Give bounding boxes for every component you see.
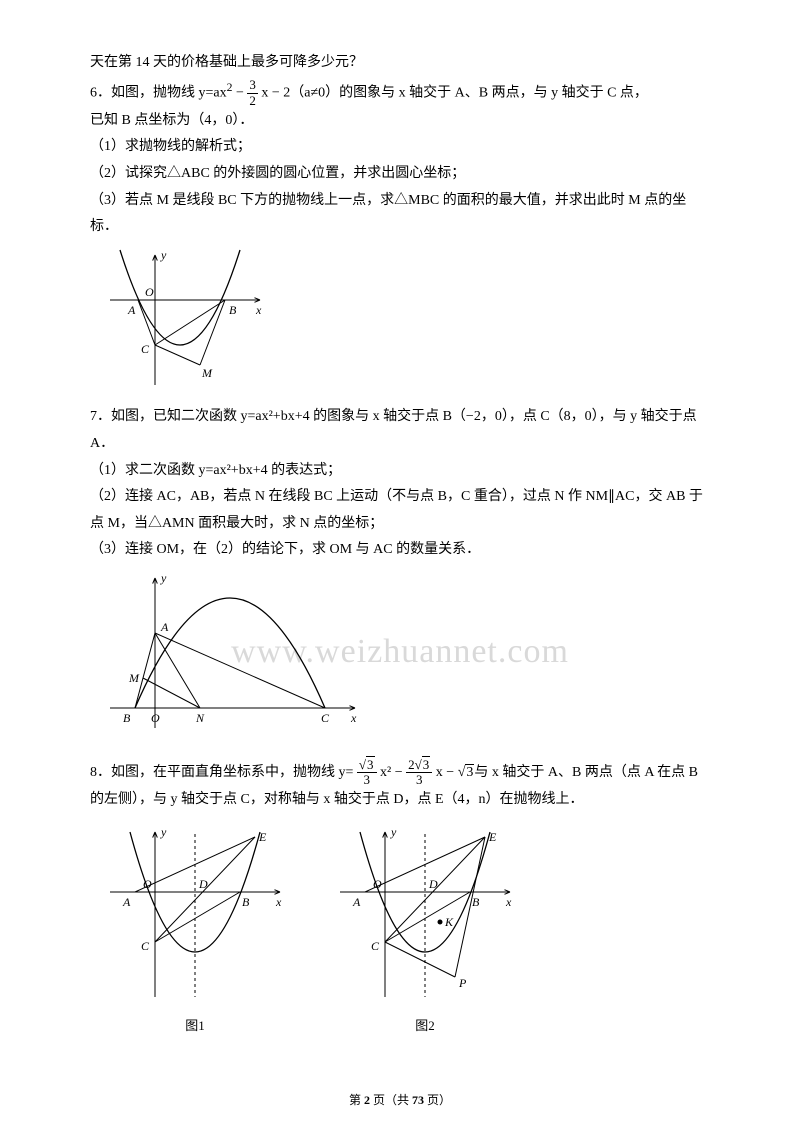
svg-text:x: x (350, 711, 357, 725)
q8-sqrt3: 3 (458, 760, 475, 787)
page-content: 天在第 14 天的价格基础上最多可降多少元？ 6．如图，抛物线 y=ax 2 − … (90, 50, 710, 1039)
q5-tail: 天在第 14 天的价格基础上最多可降多少元？ (90, 50, 710, 77)
q8-fig1-wrap: Oy x A B C D E 图1 (100, 822, 290, 1039)
q6-p2: （2）试探究△ABC 的外接圆的圆心位置，并求出圆心坐标； (90, 161, 710, 188)
footer-total: 73 (412, 1093, 424, 1107)
svg-text:A: A (122, 895, 131, 909)
f1n: 3 (357, 758, 377, 773)
footer-prefix: 第 (349, 1093, 364, 1107)
q7-l1: 7．如图，已知二次函数 y=ax²+bx+4 的图象与 x 轴交于点 B（−2，… (90, 404, 710, 457)
svg-text:y: y (390, 825, 397, 839)
svg-text:x: x (275, 895, 282, 909)
q7-p1: （1）求二次函数 y=ax²+bx+4 的表达式； (90, 458, 710, 485)
svg-text:O: O (151, 711, 160, 725)
q6-l2: 已知 B 点坐标为（4，0）． (90, 108, 710, 135)
q6-stem-mid2: x − 2（a≠0）的图象与 x 轴交于 A、B 两点，与 y 轴交于 C 点， (261, 85, 648, 100)
f2n: 23 (406, 758, 432, 773)
svg-text:M: M (128, 671, 140, 685)
q7-p2: （2）连接 AC，AB，若点 N 在线段 BC 上运动（不与点 B，C 重合），… (90, 484, 710, 537)
svg-text:N: N (195, 711, 205, 725)
svg-text:O: O (143, 877, 152, 891)
footer-suffix: 页） (424, 1093, 451, 1107)
svg-text:x: x (255, 303, 262, 317)
q6-stem: 6．如图，抛物线 y=ax 2 − 32 x − 2（a≠0）的图象与 x 轴交于… (90, 77, 710, 108)
svg-text:P: P (458, 976, 467, 990)
q8-stem: 8．如图，在平面直角坐标系中，抛物线 y= 33 x² − 233 x − 3与… (90, 758, 710, 814)
svg-text:C: C (321, 711, 330, 725)
q6-minus: − (232, 85, 247, 100)
f2d: 3 (406, 773, 432, 787)
frac-num: 3 (247, 78, 258, 93)
svg-text:A: A (352, 895, 361, 909)
page-footer: 第 2 页（共 73 页） (0, 1089, 800, 1112)
svg-text:M: M (201, 366, 213, 380)
svg-text:A: A (127, 303, 136, 317)
svg-text:O: O (145, 285, 154, 299)
svg-text:O: O (373, 877, 382, 891)
svg-text:y: y (160, 248, 167, 262)
svg-text:C: C (141, 342, 150, 356)
q8-mid2: x − (436, 765, 458, 780)
q7-figure: Oy x A B C M N (100, 568, 710, 754)
svg-text:y: y (160, 825, 167, 839)
q7-p3: （3）连接 OM，在（2）的结论下，求 OM 与 AC 的数量关系． (90, 537, 710, 564)
q8-caption1: 图1 (100, 1014, 290, 1039)
svg-text:B: B (229, 303, 237, 317)
q8-fig2-wrap: Oy x A B C D E K P 图2 (330, 822, 520, 1039)
svg-text:y: y (160, 571, 167, 585)
q8-f1: 33 (357, 758, 377, 788)
q8-mid1: x² − (380, 765, 406, 780)
svg-text:D: D (428, 877, 438, 891)
q6-figure: Oy x A B C M (100, 245, 710, 401)
q6-p3: （3）若点 M 是线段 BC 下方的抛物线上一点，求△MBC 的面积的最大值，并… (90, 188, 710, 241)
svg-text:C: C (141, 939, 150, 953)
svg-text:C: C (371, 939, 380, 953)
svg-text:x: x (505, 895, 512, 909)
svg-text:B: B (123, 711, 131, 725)
svg-text:E: E (488, 830, 497, 844)
q6-stem-pre: 6．如图，抛物线 y=ax (90, 85, 227, 100)
q6-p1: （1）求抛物线的解析式； (90, 134, 710, 161)
svg-text:E: E (258, 830, 267, 844)
q6-frac: 32 (247, 78, 258, 108)
footer-mid: 页（共 (370, 1093, 412, 1107)
frac-den: 2 (247, 94, 258, 108)
svg-text:A: A (160, 620, 169, 634)
q8-figures: Oy x A B C D E 图1 Oy x A B C D E K P 图2 (100, 822, 710, 1039)
q8-pre: 8．如图，在平面直角坐标系中，抛物线 y= (90, 765, 353, 780)
svg-text:B: B (242, 895, 250, 909)
q8-f2: 233 (406, 758, 432, 788)
svg-text:B: B (472, 895, 480, 909)
svg-text:K: K (444, 915, 454, 929)
q8-caption2: 图2 (330, 1014, 520, 1039)
svg-text:D: D (198, 877, 208, 891)
f1d: 3 (357, 773, 377, 787)
